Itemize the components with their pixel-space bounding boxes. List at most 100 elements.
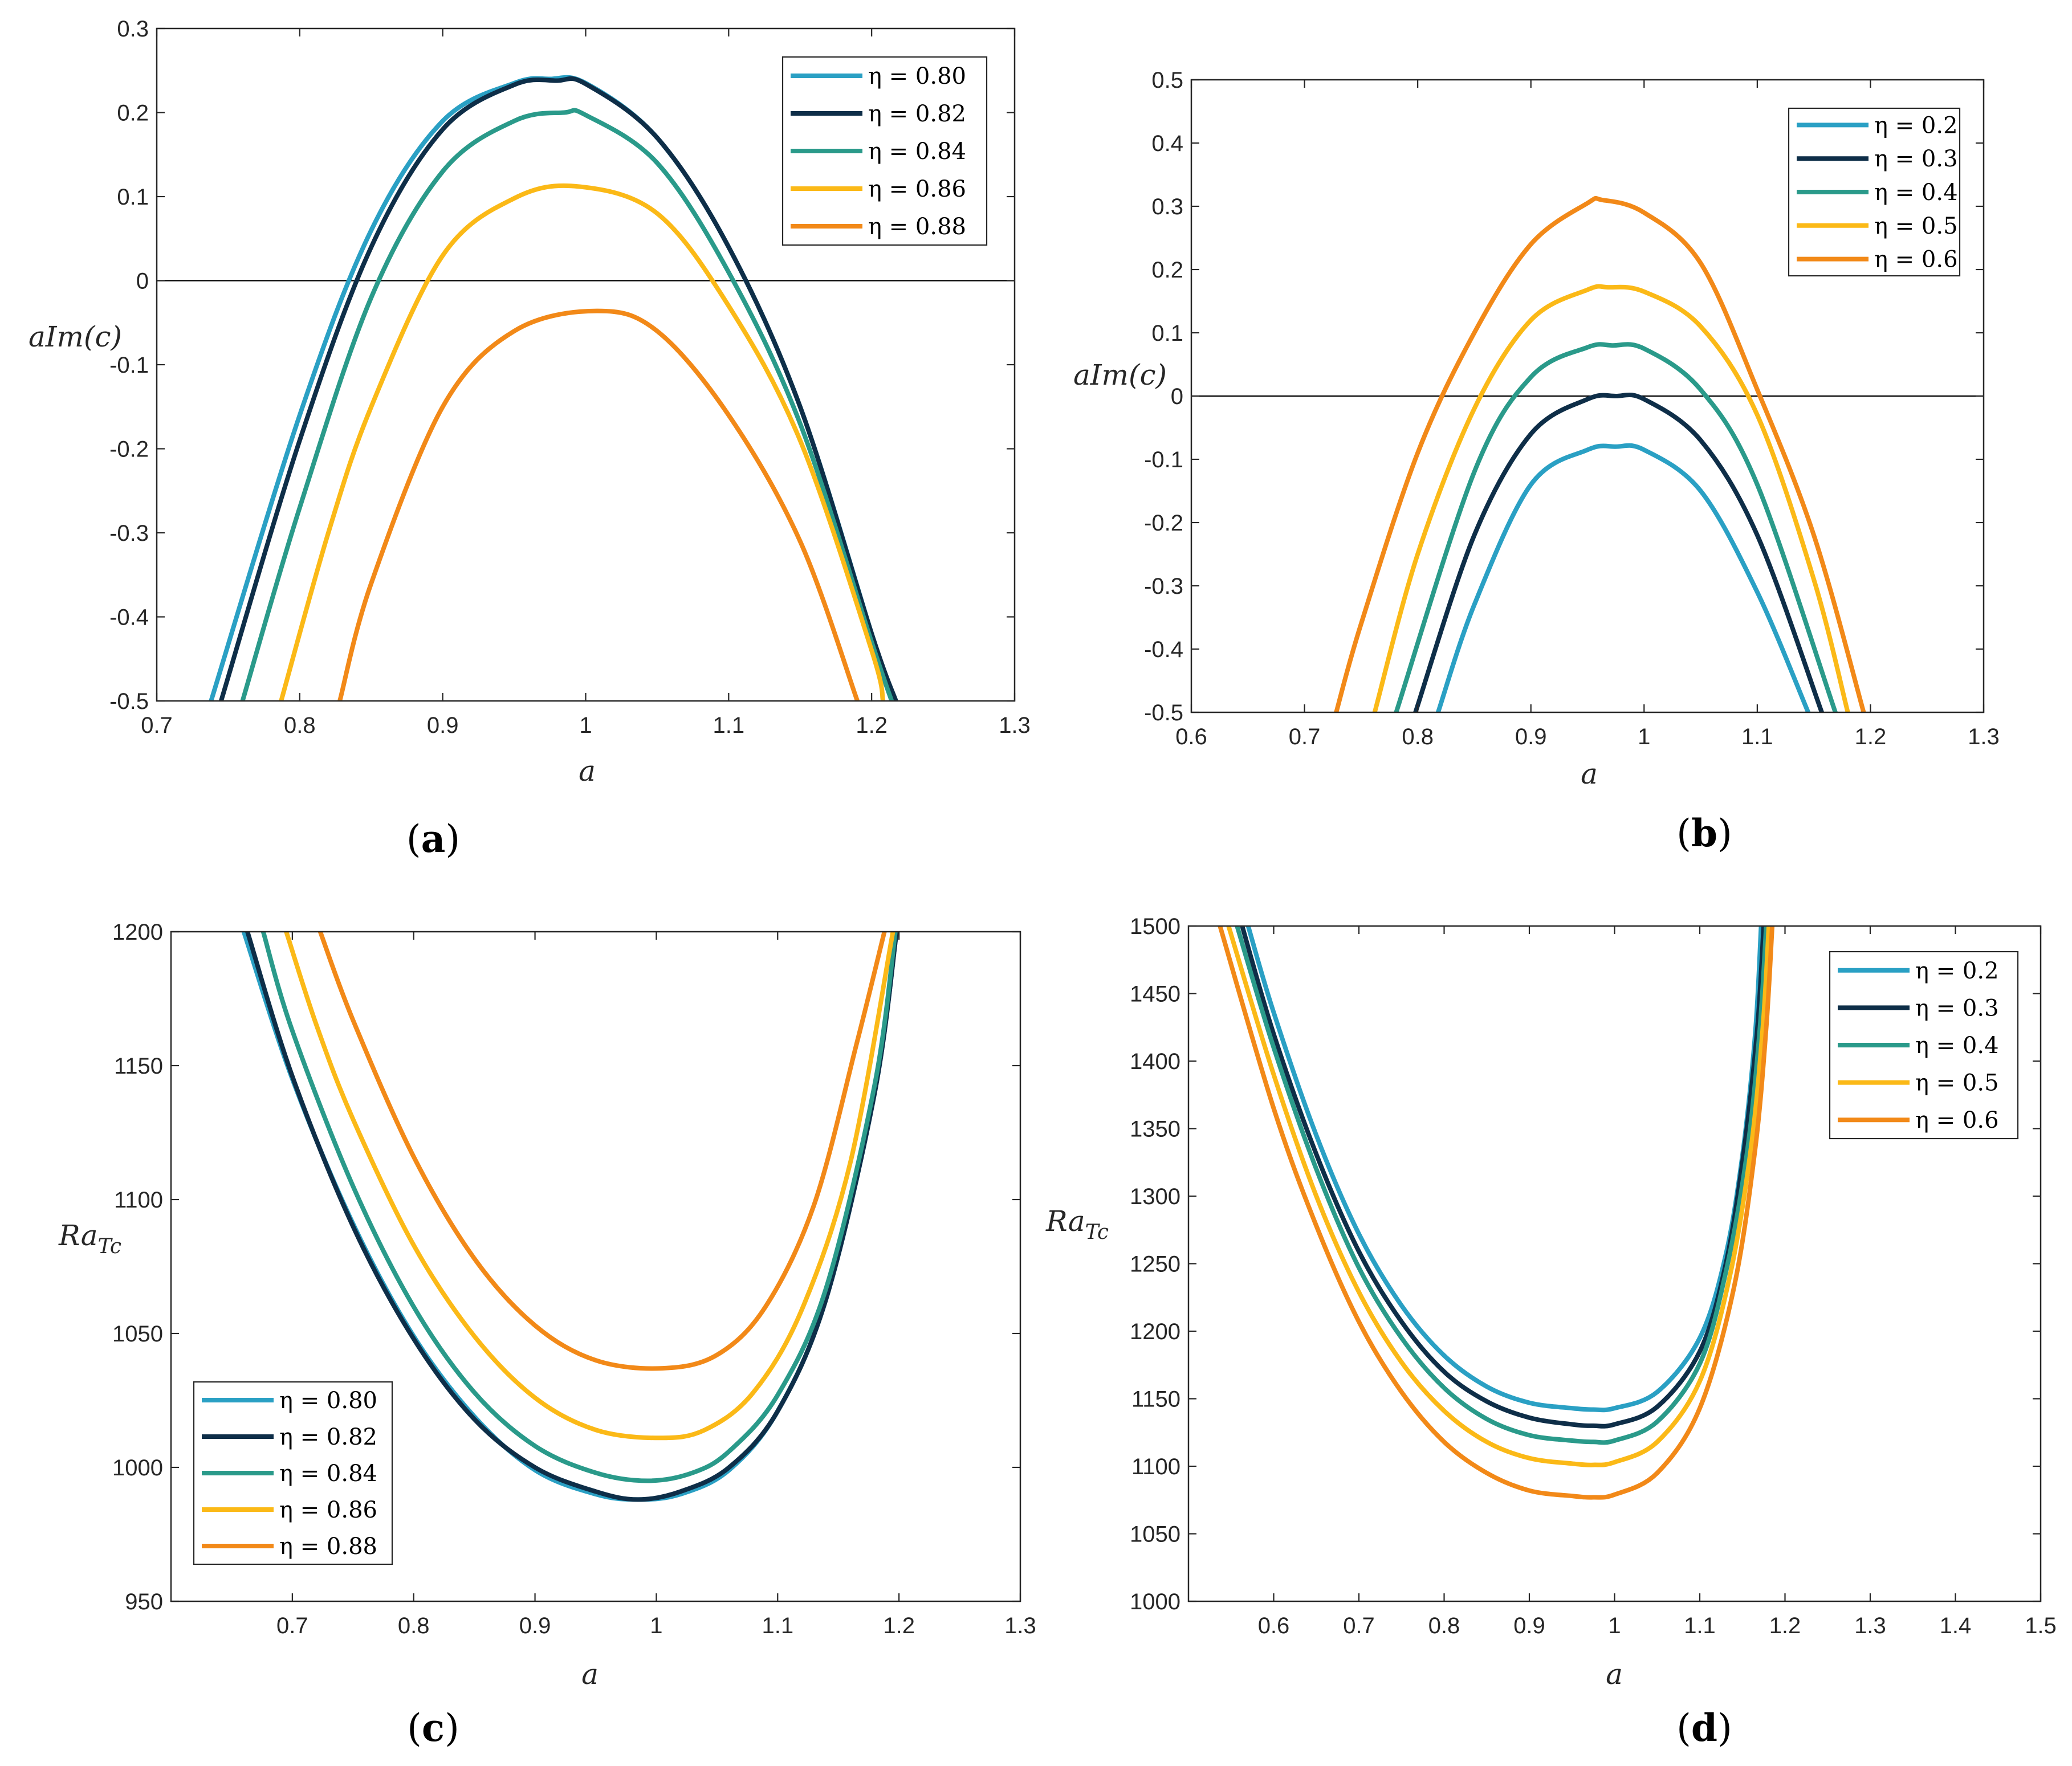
series-line-b-3 (1394, 342, 1838, 712)
y-tick-label: 1050 (112, 1322, 163, 1347)
legend-entry-label: η = 0.4 (1915, 1033, 1999, 1059)
panel-c-legend: η = 0.80 η = 0.82 η = 0.84 η = 0.86 η = 0.88 (193, 1381, 393, 1565)
series-line-a-5 (337, 308, 860, 701)
y-axis-label: RaTc (58, 1219, 121, 1258)
y-tick-label: 1300 (1130, 1184, 1180, 1209)
y-tick-label: 1150 (1131, 1387, 1180, 1412)
panel-a-legend: η = 0.80 η = 0.82 η = 0.84 η = 0.86 η = 0.88 (781, 56, 988, 246)
series-line-c-2 (245, 932, 899, 1502)
y-tick-label: 1100 (114, 1188, 163, 1213)
panel-d: 0.6 0.7 0.8 0.9 1 1.1 1.2 1.3 1.4 1.5 1500 1450 1400… (1045, 914, 2057, 1750)
plot-frame (170, 931, 1021, 1602)
legend-entry-label: η = 0.84 (868, 138, 966, 165)
series-line-b-5 (1334, 195, 1866, 712)
y-tick-label: 1000 (1130, 1589, 1180, 1614)
y-tick-label: -0.3 (1144, 574, 1183, 599)
x-tick-label: 1.2 (1855, 724, 1887, 749)
x-tick-label: 1.3 (1854, 1613, 1886, 1638)
x-tick-label: 1.1 (713, 713, 745, 738)
x-tick-label: 1 (650, 1613, 662, 1638)
legend-entry-label: η = 0.80 (279, 1388, 377, 1414)
legend-entry-label: η = 0.86 (868, 176, 966, 202)
legend-entry-label: η = 0.6 (1874, 247, 1958, 273)
x-axis-label: a (581, 1658, 599, 1691)
y-tick-label: 1150 (114, 1054, 163, 1079)
panel-d-legend: η = 0.2 η = 0.3 η = 0.4 η = 0.5 η = 0.6 (1829, 951, 2019, 1140)
x-tick-label: 0.6 (1258, 1613, 1290, 1638)
panel-label: (b) (1676, 811, 1732, 855)
x-tick-label: 0.9 (519, 1613, 551, 1638)
y-tick-label: 0.2 (117, 101, 149, 126)
x-tick-label: 0.9 (427, 713, 459, 738)
x-tick-label: 1.5 (2025, 1613, 2057, 1638)
x-tick-label: 0.7 (141, 713, 173, 738)
series-line-c-5 (317, 932, 887, 1371)
x-tick-label: 1.3 (1968, 724, 2000, 749)
series-line-d-2 (1240, 926, 1766, 1429)
legend-entry-label: η = 0.88 (868, 214, 966, 240)
panel-a-curves (157, 75, 1015, 701)
x-tick-label: 0.9 (1513, 1613, 1545, 1638)
x-tick-label: 0.7 (1289, 724, 1321, 749)
series-line-d-1 (1245, 926, 1764, 1413)
y-tick-label: -0.1 (1144, 447, 1183, 472)
x-axis-label: a (1581, 757, 1598, 790)
panel-d-axes: 0.6 0.7 0.8 0.9 1 1.1 1.2 1.3 1.4 1.5 1500 1450 1400… (1045, 914, 2057, 1691)
panel-c-axes: 0.7 0.8 0.9 1 1.1 1.2 1.3 1200 1150 1100 1050 1000 9… (58, 920, 1036, 1691)
panel-b-legend: η = 0.2 η = 0.3 η = 0.4 η = 0.5 η = 0.6 (1788, 107, 1961, 277)
legend-entry-label: η = 0.6 (1915, 1107, 1999, 1133)
y-tick-label: 1350 (1130, 1117, 1180, 1142)
legend-entry-label: η = 0.4 (1874, 180, 1958, 206)
y-tick-label: 0.3 (117, 17, 149, 42)
y-axis-label: aIm(c) (1073, 358, 1167, 391)
y-tick-label: 0.2 (1151, 258, 1183, 283)
panel-d-curves (1218, 926, 1775, 1500)
y-tick-label: -0.2 (109, 437, 149, 462)
y-tick-label: 1000 (112, 1455, 163, 1480)
panel-b: 0.6 0.7 0.8 0.9 1 1.1 1.2 1.3 0.5 0.4 0.3 0.2 0.1 0 -0… (1073, 68, 2000, 855)
legend-entry-label: η = 0.2 (1874, 112, 1958, 138)
x-tick-label: 0.7 (1343, 1613, 1375, 1638)
series-line-b-1 (1435, 443, 1811, 712)
x-tick-label: 1.3 (1004, 1613, 1036, 1638)
legend-entry-label: η = 0.3 (1915, 995, 1999, 1021)
series-line-d-5 (1218, 926, 1775, 1500)
y-tick-label: -0.3 (109, 521, 149, 546)
legend-entry-label: η = 0.5 (1915, 1070, 1999, 1096)
legend-entry-label: η = 0.2 (1915, 958, 1999, 984)
panel-label: (d) (1676, 1706, 1732, 1750)
y-tick-label: -0.5 (109, 689, 149, 714)
series-line-a-4 (279, 183, 886, 701)
y-tick-label: 1100 (1131, 1454, 1180, 1479)
panel-b-curves (1191, 195, 1984, 712)
legend-entry-label: η = 0.82 (279, 1424, 377, 1450)
x-tick-label: 0.8 (284, 713, 316, 738)
y-tick-label: -0.4 (109, 605, 149, 630)
y-tick-label: 1250 (1130, 1252, 1180, 1277)
x-tick-label: 0.6 (1175, 724, 1207, 749)
x-tick-label: 1.4 (1940, 1613, 1972, 1638)
y-tick-label: -0.2 (1144, 511, 1183, 536)
x-tick-label: 0.7 (276, 1613, 308, 1638)
y-tick-label: 0 (136, 269, 149, 294)
panel-a: 0.7 0.8 0.9 1 1.1 1.2 1.3 0.3 0.2 0.1 0 -0.1 -0.2 -0.… (29, 17, 1031, 861)
x-tick-label: 1.2 (1769, 1613, 1801, 1638)
panel-b-axes: 0.6 0.7 0.8 0.9 1 1.1 1.2 1.3 0.5 0.4 0.3 0.2 0.1 0 -0… (1073, 68, 2000, 790)
y-tick-label: 0 (1171, 384, 1183, 409)
y-tick-label: 1200 (1130, 1319, 1180, 1344)
y-tick-label: -0.1 (109, 353, 149, 378)
y-tick-label: 0.1 (117, 185, 149, 210)
series-line-a-3 (240, 108, 894, 701)
panel-label: (c) (407, 1706, 459, 1750)
series-line-a-2 (218, 76, 898, 701)
y-tick-label: 1050 (1130, 1522, 1180, 1547)
legend-entry-label: η = 0.80 (868, 63, 966, 89)
x-tick-label: 1.1 (1741, 724, 1773, 749)
x-tick-label: 0.8 (1402, 724, 1434, 749)
x-tick-label: 0.8 (1428, 1613, 1460, 1638)
y-axis-label: aIm(c) (29, 320, 122, 353)
x-tick-label: 1 (1638, 724, 1650, 749)
y-tick-label: 0.1 (1151, 321, 1183, 346)
y-tick-label: 1400 (1130, 1049, 1180, 1074)
